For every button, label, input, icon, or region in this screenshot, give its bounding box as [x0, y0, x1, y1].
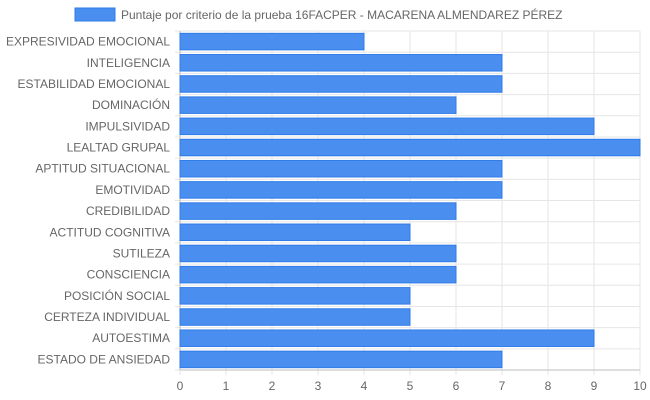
bar[interactable] — [179, 329, 595, 347]
x-tick-label: 5 — [407, 379, 414, 393]
bar[interactable] — [179, 223, 411, 242]
legend-label[interactable]: Puntaje por criterio de la prueba 16FACP… — [121, 7, 563, 22]
bar[interactable] — [179, 32, 365, 51]
x-tick-label: 2 — [269, 379, 276, 393]
bar[interactable] — [179, 75, 503, 93]
bar[interactable] — [179, 181, 503, 199]
category-label: CONSCIENCIA — [87, 268, 170, 282]
bar[interactable] — [179, 117, 595, 136]
bar[interactable] — [179, 308, 411, 326]
x-tick-label: 3 — [315, 379, 322, 393]
category-label: SUTILEZA — [113, 246, 170, 260]
category-label: ESTABILIDAD EMOCIONAL — [18, 77, 171, 91]
category-label: LEALTAD GRUPAL — [67, 141, 171, 155]
bar[interactable] — [179, 287, 411, 305]
category-label: CERTEZA INDIVIDUAL — [44, 310, 170, 324]
category-label: AUTOESTIMA — [92, 331, 170, 345]
x-tick-label: 7 — [499, 379, 506, 393]
legend-swatch[interactable] — [74, 7, 116, 22]
x-tick-label: 1 — [223, 379, 230, 393]
bar[interactable] — [179, 96, 457, 114]
legend[interactable]: Puntaje por criterio de la prueba 16FACP… — [74, 7, 563, 22]
x-tick-label: 10 — [633, 379, 647, 393]
category-label: INTELIGENCIA — [87, 56, 170, 70]
bar[interactable] — [179, 350, 503, 369]
bar[interactable] — [179, 202, 457, 220]
bar[interactable] — [179, 54, 503, 72]
x-tick-label: 0 — [177, 379, 184, 393]
x-tick-label: 6 — [453, 379, 460, 393]
category-label: IMPULSIVIDAD — [85, 119, 170, 133]
bar[interactable] — [179, 138, 641, 157]
category-label: ESTADO DE ANSIEDAD — [38, 352, 171, 366]
x-tick-labels: 0 1 2 3 4 5 6 7 8 9 10 — [177, 379, 647, 393]
category-label: ACTITUD COGNITIVA — [50, 225, 170, 239]
category-label: DOMINACIÓN — [92, 97, 170, 112]
x-tick-label: 4 — [361, 379, 368, 393]
category-label: EMOTIVIDAD — [95, 183, 170, 197]
category-labels: EXPRESIVIDAD EMOCIONAL INTELIGENCIA ESTABI… — [6, 35, 170, 367]
x-tick-label: 9 — [591, 379, 598, 393]
bars — [179, 32, 641, 369]
category-label: EXPRESIVIDAD EMOCIONAL — [6, 35, 170, 49]
bar[interactable] — [179, 159, 503, 178]
category-label: POSICIÓN SOCIAL — [64, 288, 170, 303]
bar[interactable] — [179, 244, 457, 263]
bar[interactable] — [179, 265, 457, 284]
x-tick-label: 8 — [545, 379, 552, 393]
category-label: CREDIBILIDAD — [86, 204, 170, 218]
category-label: APTITUD SITUACIONAL — [35, 162, 170, 176]
